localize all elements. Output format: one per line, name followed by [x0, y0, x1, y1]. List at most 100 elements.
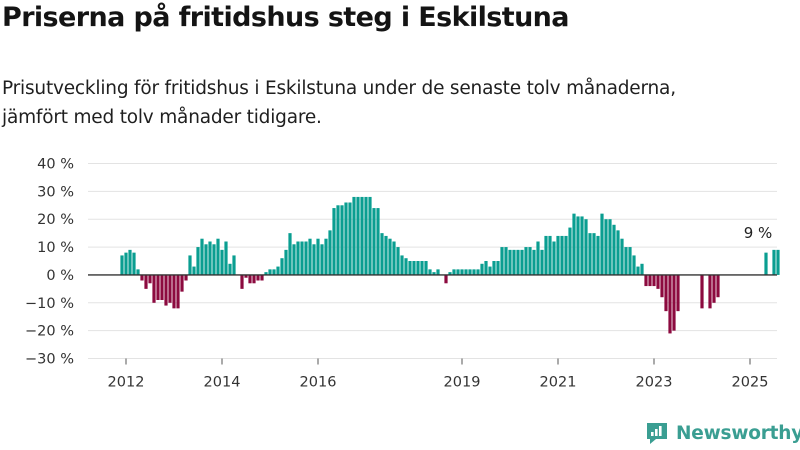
bar-series	[120, 196, 780, 334]
x-tick-label: 2025	[732, 375, 769, 391]
bar	[192, 266, 196, 275]
bar	[656, 274, 660, 289]
bar	[708, 274, 712, 309]
bar	[256, 274, 260, 281]
bar	[132, 252, 136, 275]
bar	[532, 249, 536, 275]
bar	[560, 235, 564, 275]
bar	[260, 274, 264, 281]
bar	[520, 249, 524, 275]
bar	[304, 241, 308, 275]
bar	[460, 269, 464, 275]
bar	[204, 244, 208, 275]
bar	[480, 263, 484, 275]
bar	[672, 274, 676, 331]
bar	[336, 205, 340, 275]
bar	[168, 274, 172, 303]
bar	[608, 219, 612, 275]
bar	[628, 247, 632, 275]
bar	[664, 274, 668, 312]
bar	[676, 274, 680, 312]
bar	[396, 247, 400, 275]
bar	[544, 235, 548, 275]
bar	[144, 274, 148, 289]
bar	[248, 274, 252, 284]
x-tick-label: 2019	[444, 375, 481, 391]
bar	[512, 249, 516, 275]
x-tick-label: 2014	[204, 375, 241, 391]
bar	[432, 272, 436, 275]
bar	[124, 252, 128, 275]
bar	[604, 219, 608, 275]
bar	[288, 233, 292, 275]
bar	[488, 266, 492, 275]
bar	[148, 274, 152, 284]
y-tick-label: 30 %	[37, 184, 74, 200]
bar	[208, 241, 212, 275]
bar	[160, 274, 164, 300]
annotation-group: 9 %	[744, 224, 773, 242]
newsworthy-logo-icon	[647, 423, 667, 444]
bar	[612, 224, 616, 275]
bar	[652, 274, 656, 287]
bar	[200, 238, 204, 275]
grid-lines	[88, 163, 777, 359]
bar	[252, 274, 256, 284]
bar	[384, 235, 388, 275]
bar	[180, 274, 184, 292]
bar	[380, 233, 384, 275]
bar	[308, 238, 312, 275]
bar	[156, 274, 160, 300]
bar	[528, 247, 532, 275]
bar	[184, 274, 188, 281]
bar	[472, 269, 476, 275]
y-tick-label: 20 %	[37, 212, 74, 228]
bar	[140, 274, 144, 281]
bar	[600, 213, 604, 275]
bar	[452, 269, 456, 275]
bar	[196, 247, 200, 275]
bar	[568, 227, 572, 275]
bar	[216, 238, 220, 275]
bar	[428, 269, 432, 275]
bar	[240, 274, 244, 289]
y-tick-label: −10 %	[25, 296, 74, 312]
bar	[484, 261, 488, 275]
bar	[536, 241, 540, 275]
bar	[164, 274, 168, 306]
bar	[508, 249, 512, 275]
bar	[492, 261, 496, 275]
bar	[712, 274, 716, 303]
bar	[576, 216, 580, 275]
bar	[280, 258, 284, 275]
bar	[224, 241, 228, 275]
bar	[312, 244, 316, 275]
bar	[400, 255, 404, 275]
bar	[548, 235, 552, 275]
bar	[420, 261, 424, 275]
x-tick-label: 2021	[540, 375, 577, 391]
bar	[368, 196, 372, 275]
x-tick-label: 2016	[300, 375, 337, 391]
bar	[580, 216, 584, 275]
bar	[128, 249, 132, 275]
page-title: Priserna på fritidshus steg i Eskilstuna	[2, 2, 570, 33]
bar	[524, 247, 528, 275]
bar	[220, 249, 224, 275]
x-axis-ticks: 2012 2014 2016 2019 2021 2023 2025	[108, 358, 769, 391]
bar	[716, 274, 720, 298]
bar	[188, 255, 192, 275]
bar	[276, 266, 280, 275]
bar	[516, 249, 520, 275]
bar	[372, 208, 376, 275]
bar	[640, 263, 644, 275]
bar	[244, 274, 248, 278]
bar	[268, 269, 272, 275]
bar	[772, 249, 776, 275]
bar	[616, 230, 620, 275]
bar	[176, 274, 180, 309]
bar	[320, 244, 324, 275]
bar	[232, 255, 236, 275]
bar	[464, 269, 468, 275]
bar	[572, 213, 576, 275]
